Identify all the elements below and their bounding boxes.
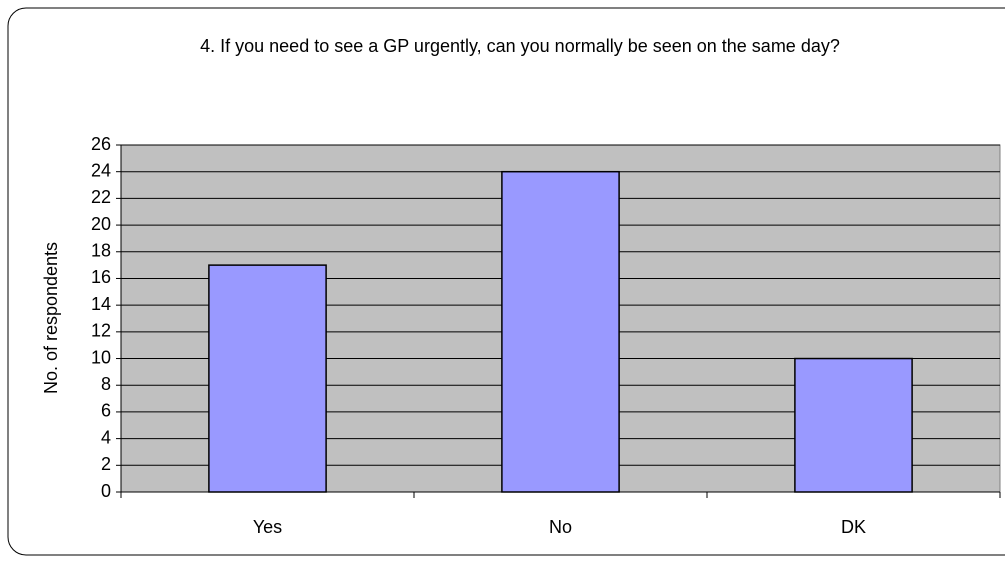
y-tick-label: 14 — [91, 294, 111, 314]
y-axis-label: No. of respondents — [41, 242, 61, 394]
y-tick-label: 26 — [91, 134, 111, 154]
y-tick-label: 8 — [101, 374, 111, 394]
y-tick-label: 20 — [91, 214, 111, 234]
y-tick-label: 24 — [91, 160, 111, 180]
y-tick-label: 18 — [91, 241, 111, 261]
y-tick-label: 6 — [101, 401, 111, 421]
y-tick-label: 12 — [91, 321, 111, 341]
y-tick-label: 10 — [91, 347, 111, 367]
chart-title: 4. If you need to see a GP urgently, can… — [200, 36, 840, 56]
x-tick-label: Yes — [253, 517, 282, 537]
x-tick-label: No — [549, 517, 572, 537]
y-tick-label: 22 — [91, 187, 111, 207]
bar — [501, 170, 620, 493]
bar — [208, 264, 327, 493]
y-tick-label: 2 — [101, 454, 111, 474]
y-tick-label: 0 — [101, 481, 111, 501]
y-tick-label: 16 — [91, 267, 111, 287]
bar — [794, 357, 913, 493]
x-tick-label: DK — [841, 517, 866, 537]
y-tick-label: 4 — [101, 427, 111, 447]
